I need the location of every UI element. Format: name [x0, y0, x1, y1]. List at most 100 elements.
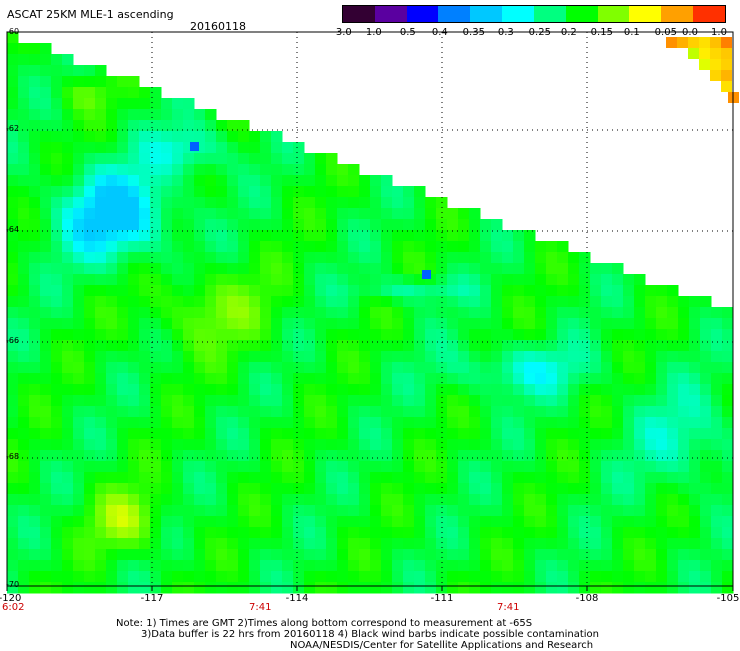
data-cell — [7, 252, 19, 264]
data-cell — [7, 164, 19, 176]
data-cell — [40, 109, 52, 121]
data-cell — [381, 461, 393, 473]
data-cell — [370, 494, 382, 506]
data-cell — [524, 439, 536, 451]
data-cell — [557, 274, 569, 286]
data-cell — [95, 175, 107, 187]
data-cell — [304, 241, 316, 253]
data-cell — [304, 384, 316, 396]
data-cell — [84, 131, 96, 143]
data-cell — [447, 582, 459, 594]
colorbar-swatch — [406, 6, 439, 22]
data-cell — [84, 252, 96, 264]
data-cell — [282, 582, 294, 594]
data-cell — [106, 219, 118, 231]
data-cell — [172, 318, 184, 330]
data-cell — [293, 494, 305, 506]
data-cell — [447, 351, 459, 363]
data-cell — [172, 461, 184, 473]
data-cell — [194, 142, 206, 154]
data-cell — [546, 263, 558, 275]
data-cell — [172, 219, 184, 231]
data-cell — [381, 186, 393, 198]
data-cell — [579, 285, 591, 297]
data-cell — [381, 505, 393, 517]
data-cell — [513, 571, 525, 583]
data-cell — [656, 373, 668, 385]
data-cell — [480, 252, 492, 264]
data-cell — [480, 406, 492, 418]
data-cell — [623, 527, 635, 539]
data-cell — [557, 582, 569, 594]
data-cell — [18, 131, 30, 143]
data-cell — [612, 428, 624, 440]
data-cell — [238, 142, 250, 154]
footer-note-1: Note: 1) Times are GMT 2)Times along bot… — [116, 618, 533, 629]
data-cell — [381, 560, 393, 572]
data-cell — [227, 252, 239, 264]
data-cell — [315, 538, 327, 550]
data-cell — [51, 417, 63, 429]
data-cell — [84, 362, 96, 374]
data-cell — [128, 87, 140, 99]
data-cell — [656, 505, 668, 517]
data-cell — [282, 373, 294, 385]
data-cell — [315, 549, 327, 561]
data-cell — [139, 230, 151, 242]
data-cell — [634, 417, 646, 429]
data-cell — [348, 296, 360, 308]
data-cell — [73, 87, 85, 99]
data-cell — [216, 230, 228, 242]
data-cell — [491, 406, 503, 418]
data-cell — [293, 560, 305, 572]
data-cell — [623, 560, 635, 572]
data-cell — [348, 582, 360, 594]
data-cell — [293, 230, 305, 242]
data-cell — [370, 296, 382, 308]
data-cell — [7, 230, 19, 242]
data-cell — [150, 472, 162, 484]
data-cell — [40, 230, 52, 242]
data-cell — [601, 329, 613, 341]
data-cell — [84, 76, 96, 88]
data-cell — [18, 406, 30, 418]
data-cell — [579, 483, 591, 495]
data-cell — [326, 450, 338, 462]
data-cell — [381, 230, 393, 242]
data-cell — [139, 505, 151, 517]
data-cell — [227, 120, 239, 132]
data-cell — [491, 219, 503, 231]
data-cell — [601, 549, 613, 561]
data-cell — [568, 351, 580, 363]
data-cell — [161, 241, 173, 253]
data-cell — [249, 538, 261, 550]
data-cell — [348, 483, 360, 495]
data-cell — [128, 571, 140, 583]
data-cell — [194, 571, 206, 583]
data-cell — [678, 395, 690, 407]
data-cell — [205, 362, 217, 374]
data-cell — [711, 505, 723, 517]
data-cell — [370, 197, 382, 209]
data-cell — [18, 582, 30, 594]
data-cell — [480, 219, 492, 231]
data-cell — [348, 263, 360, 275]
colorbar-swatch — [343, 6, 375, 22]
data-cell — [557, 472, 569, 484]
data-cell — [469, 329, 481, 341]
data-cell — [326, 230, 338, 242]
data-cell — [370, 274, 382, 286]
data-cell — [722, 351, 734, 363]
data-cell — [227, 153, 239, 165]
data-cell — [579, 318, 591, 330]
data-cell — [282, 483, 294, 495]
data-cell — [392, 318, 404, 330]
data-cell — [480, 450, 492, 462]
data-cell — [689, 439, 701, 451]
data-cell — [227, 219, 239, 231]
data-cell — [436, 560, 448, 572]
data-cell — [359, 208, 371, 220]
data-cell — [161, 109, 173, 121]
data-cell — [634, 373, 646, 385]
data-cell — [117, 131, 129, 143]
